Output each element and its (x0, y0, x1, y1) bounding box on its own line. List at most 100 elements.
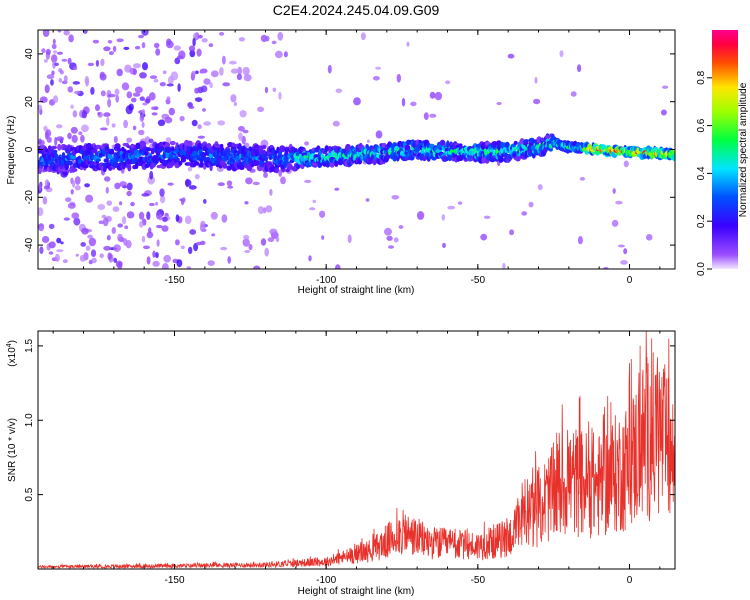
spectral-speckle (178, 50, 186, 60)
spectral-speckle (143, 245, 150, 250)
spectral-speckle (88, 237, 97, 247)
spectral-speckle (242, 238, 250, 247)
spectral-speckle (188, 246, 193, 255)
spectral-speckle (97, 204, 106, 210)
spectral-ridge-cell (528, 137, 535, 143)
spectral-speckle (123, 46, 130, 51)
spectral-speckle (196, 48, 202, 57)
spectral-speckle (611, 219, 619, 227)
colorbar-tick-label: 0.2 (696, 214, 707, 228)
spectral-ridge-cell (303, 154, 308, 159)
spectral-speckle (209, 82, 213, 89)
spectral-speckle (74, 176, 81, 185)
spectral-speckle (194, 87, 200, 94)
spectral-ridge-cell (514, 155, 521, 162)
spectral-ridge-cell (108, 166, 113, 171)
spectral-ridge-cell (222, 162, 228, 169)
spectral-speckle (63, 217, 70, 221)
spectral-ridge-cell (164, 142, 171, 148)
snr-series-line (38, 331, 675, 569)
spectral-speckle (507, 53, 515, 59)
spectral-speckle (98, 220, 104, 225)
spectral-speckle (38, 138, 42, 145)
spectral-speckle (111, 227, 117, 234)
spectral-speckle (458, 201, 463, 205)
spectrogram-x-label: Height of straight line (km) (298, 285, 415, 296)
spectral-speckle (144, 98, 151, 104)
spectral-ridge-cell (404, 144, 411, 151)
spectral-ridge-cell (50, 157, 56, 163)
spectral-speckle (275, 50, 283, 59)
spectral-speckle (126, 190, 132, 197)
spectral-speckle (335, 264, 341, 269)
spectral-speckle (61, 58, 68, 62)
spectral-ridge-cell (215, 144, 222, 149)
spectral-speckle (121, 216, 127, 225)
spectral-speckle (85, 194, 94, 203)
spectral-speckle (197, 124, 202, 130)
spectral-speckle (173, 45, 181, 51)
colorbar: 0.0 0.2 0.4 0.6 0.8 Normalized spectral ampl… (696, 30, 749, 276)
spectral-speckle (277, 31, 284, 41)
spectral-speckle (208, 43, 214, 48)
spectral-speckle (74, 90, 81, 95)
spectral-speckle (221, 214, 228, 223)
spectral-speckle (155, 201, 159, 206)
spectral-speckle (332, 120, 340, 127)
spectral-ridge-cell (380, 148, 384, 155)
spectral-speckle (148, 202, 155, 207)
spectral-speckle (67, 202, 76, 209)
spectral-speckle (620, 260, 628, 265)
spectral-speckle (275, 236, 280, 243)
spectral-ridge-cell (50, 145, 58, 150)
spectral-ridge-cell (513, 140, 518, 145)
colorbar-tick-label: 0.4 (696, 166, 707, 180)
x-tick-label: -150 (164, 575, 184, 586)
spectral-speckle (164, 116, 173, 124)
spectral-speckle (194, 174, 200, 180)
spectral-speckle (78, 131, 83, 136)
spectral-ridge-cell (140, 140, 147, 148)
spectral-speckle (116, 68, 123, 77)
spectral-speckle (95, 104, 100, 112)
spectral-speckle (138, 34, 144, 39)
spectral-speckle (50, 79, 54, 86)
spectral-speckle (243, 74, 252, 82)
spectral-speckle (42, 30, 50, 37)
spectral-speckle (321, 235, 325, 240)
spectral-speckle (51, 54, 58, 63)
spectral-speckle (521, 211, 528, 216)
spectral-speckle (107, 93, 116, 98)
spectral-speckle (100, 90, 106, 97)
spectral-speckle (391, 195, 400, 200)
spectral-ridge-cell (169, 140, 176, 146)
spectral-ridge-cell (458, 143, 463, 147)
spectral-speckle (141, 193, 150, 197)
spectral-speckle (480, 233, 488, 241)
spectral-ridge-cell (112, 161, 119, 169)
spectral-speckle (195, 70, 199, 75)
spectral-speckle (278, 91, 282, 100)
snr-exponent-base: (x10 (7, 347, 18, 367)
spectral-speckle (112, 206, 120, 213)
spectral-speckle (146, 231, 154, 239)
spectral-speckle (199, 69, 204, 74)
spectral-speckle (166, 96, 171, 101)
spectral-speckle (159, 82, 166, 87)
spectral-speckle (43, 185, 51, 190)
colorbar-tick-label: 0.6 (696, 118, 707, 132)
spectral-speckle (217, 120, 226, 126)
spectral-speckle (48, 251, 54, 255)
spectral-speckle (142, 102, 148, 106)
spectral-speckle (194, 97, 203, 102)
spectral-speckle (167, 75, 174, 85)
spectral-speckle (189, 229, 197, 235)
spectral-ridge-cell (329, 161, 335, 168)
spectral-speckle (244, 201, 249, 205)
spectral-speckle (442, 242, 446, 249)
spectral-speckle (191, 119, 198, 127)
spectral-speckle (117, 261, 123, 269)
spectral-speckle (623, 160, 629, 168)
spectral-speckle (509, 229, 515, 236)
spectral-ridge-cell (193, 161, 200, 166)
